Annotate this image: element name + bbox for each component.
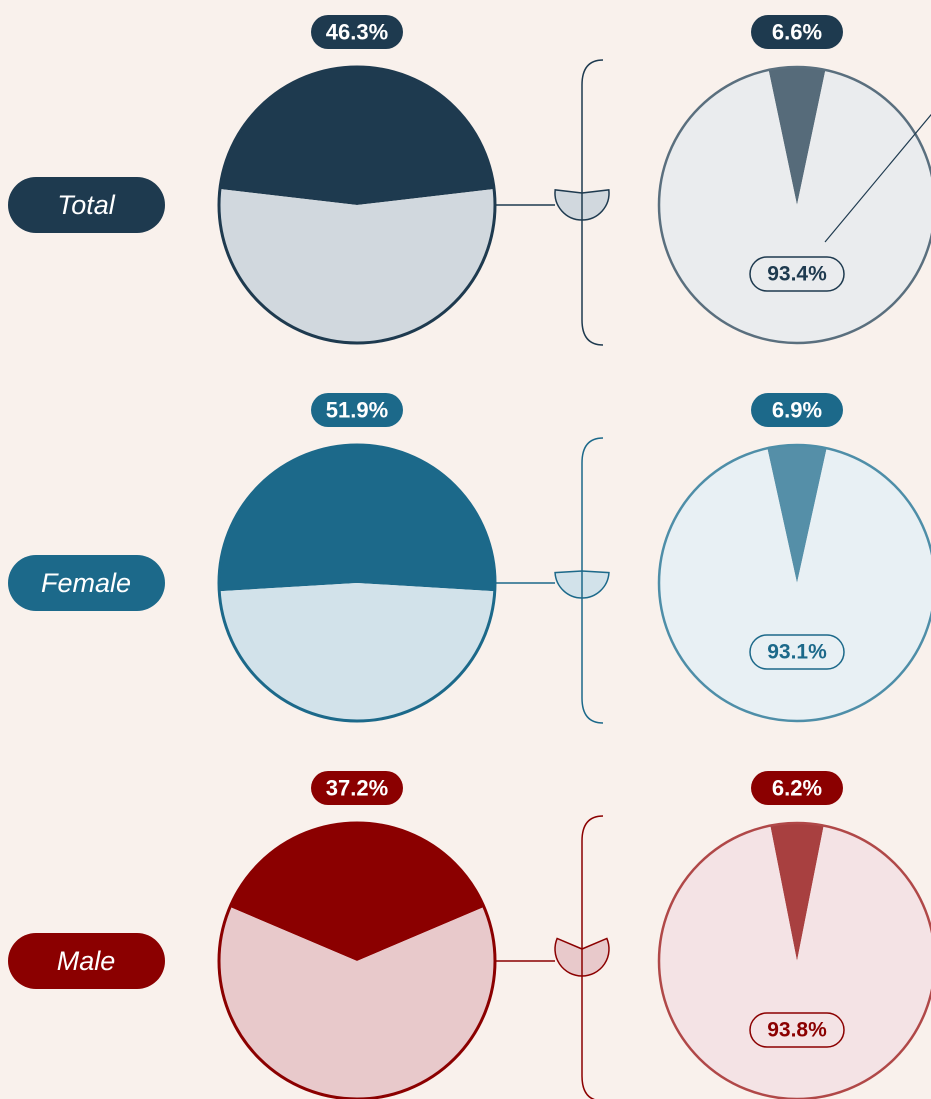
pie-slice [659, 448, 931, 721]
pie-slice [219, 445, 495, 592]
pie-outline [657, 821, 931, 1099]
inner-label: 93.1% [767, 641, 827, 664]
pie-outline [657, 443, 931, 723]
badge-label: 51.9% [326, 398, 388, 423]
group-label: Female [41, 568, 131, 598]
badge [311, 15, 403, 49]
pie-slice [219, 906, 495, 1099]
pie-slice [230, 823, 484, 961]
leader-line [824, 113, 931, 243]
inner-badge [749, 1012, 845, 1048]
pie-slice [219, 188, 495, 343]
badge-label: 46.3% [326, 20, 388, 45]
badge-label: 6.9% [772, 398, 822, 423]
pie-slice [767, 444, 827, 583]
inner-badge [749, 634, 845, 670]
group-pill [8, 177, 165, 233]
group-label: Male [57, 946, 116, 976]
bracket [581, 437, 604, 724]
group-label: Total [57, 190, 116, 220]
pie-slice [770, 823, 824, 961]
inner-badge [749, 256, 845, 292]
group-pill [8, 555, 165, 611]
pie-slice [219, 583, 495, 722]
badge [751, 771, 843, 805]
badge [311, 771, 403, 805]
bracket [581, 815, 604, 1099]
group-pill [8, 933, 165, 989]
pie-slice [219, 66, 495, 206]
inner-label: 93.4% [767, 263, 827, 286]
bracket [581, 59, 604, 346]
inner-label: 93.8% [767, 1019, 827, 1042]
pie-slice [768, 67, 826, 205]
badge [311, 393, 403, 427]
badge [751, 15, 843, 49]
badge [751, 393, 843, 427]
badge-label: 6.2% [772, 776, 822, 801]
badge-label: 6.6% [772, 20, 822, 45]
pie-outline [657, 65, 931, 345]
pie-slice [659, 69, 931, 343]
badge-label: 37.2% [326, 776, 388, 801]
pie-slice [659, 825, 931, 1099]
